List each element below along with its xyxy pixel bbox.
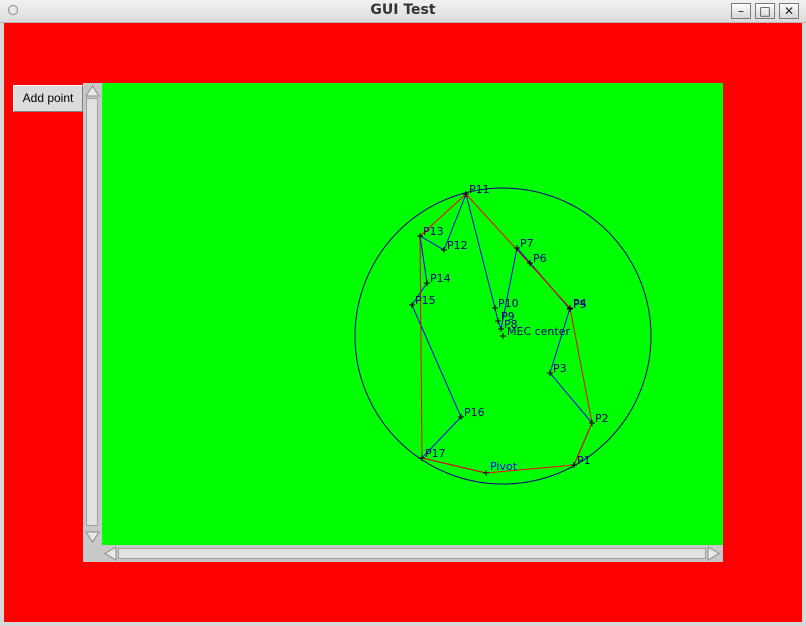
point-label-p2: P2 (595, 412, 609, 425)
scroll-left-arrow-icon[interactable] (104, 546, 117, 561)
title-bar: GUI Test – □ ✕ (0, 0, 806, 23)
convex-hull-line (419, 193, 593, 474)
minimize-icon[interactable]: – (731, 3, 751, 19)
mec-circle (354, 187, 652, 485)
point-label-p8: P8 (504, 318, 518, 331)
point-label-p9: P9 (501, 310, 515, 323)
drawing-canvas[interactable]: P1 P2 P3 P4 P5 P6 P7 P8 P9 P10 P11 P12 P13 P14 P15 P16 P… (102, 83, 723, 545)
pivot-label: Pivot (490, 460, 518, 473)
vertical-scroll-thumb[interactable] (86, 98, 98, 526)
point-label-p1: P1 (577, 454, 591, 467)
point-label-p12: P12 (447, 239, 468, 252)
horizontal-scroll-thumb[interactable] (118, 548, 706, 559)
scroll-right-arrow-icon[interactable] (707, 546, 720, 561)
window-menu-icon[interactable] (8, 5, 18, 15)
point-label-p6: P6 (533, 252, 547, 265)
scroll-down-arrow-icon[interactable] (85, 531, 100, 543)
vertical-scrollbar[interactable] (83, 83, 102, 545)
window-title: GUI Test (370, 2, 436, 18)
scrollbar-corner (83, 545, 102, 562)
point-label-p5: P5 (573, 298, 587, 311)
point-label-p13: P13 (423, 225, 444, 238)
point-label-p7: P7 (520, 237, 534, 250)
point-label-p17: P17 (425, 447, 446, 460)
point-label-p15: P15 (415, 294, 436, 307)
horizontal-scrollbar[interactable] (102, 545, 723, 562)
point-label-p11: P11 (469, 183, 490, 196)
point-label-p16: P16 (464, 406, 485, 419)
add-point-button[interactable]: Add point (13, 85, 83, 112)
point-label-p10: P10 (498, 297, 519, 310)
close-icon[interactable]: ✕ (779, 3, 799, 19)
point-label-p14: P14 (430, 272, 451, 285)
mec-center-label: MEC center (507, 325, 570, 338)
point-label-p3: P3 (553, 362, 567, 375)
point-path-line (411, 192, 593, 474)
scroll-up-arrow-icon[interactable] (85, 85, 100, 97)
maximize-icon[interactable]: □ (755, 3, 775, 19)
point-label-p4: P4 (573, 297, 587, 310)
